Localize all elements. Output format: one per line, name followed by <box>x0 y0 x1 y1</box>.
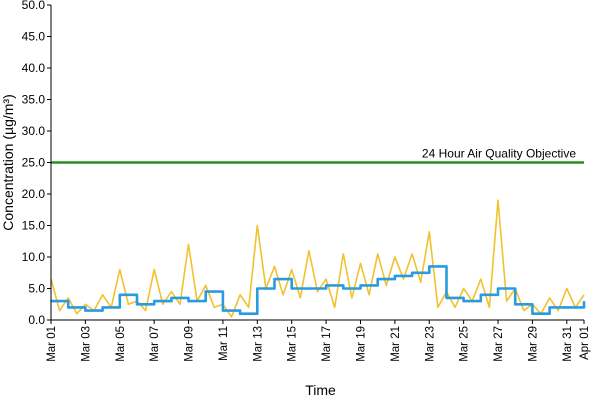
x-tick-label: Mar 23 <box>424 326 436 362</box>
axes: 0.0 5.0 10.0 15.0 20.0 25.0 30.0 35.0 40.0 45.0 50… <box>22 0 591 362</box>
y-ticks: 0.0 5.0 10.0 15.0 20.0 25.0 30.0 35.0 40.0 45.0 50… <box>22 0 51 327</box>
y-tick-label: 35.0 <box>22 93 46 107</box>
objective-label: 24 Hour Air Quality Objective <box>422 147 576 161</box>
x-tick-label: Mar 01 <box>46 326 58 362</box>
y-tick-label: 5.0 <box>28 282 45 296</box>
x-tick-label: Mar 27 <box>493 326 505 362</box>
x-tick-label: Mar 11 <box>218 326 230 361</box>
y-tick-label: 30.0 <box>22 124 46 138</box>
x-tick-label: Mar 19 <box>355 326 367 362</box>
x-tick-label: Mar 13 <box>252 326 264 362</box>
series-line-mean <box>51 265 586 315</box>
x-tick-label: Mar 15 <box>287 326 299 362</box>
x-tick-label: Mar 25 <box>459 326 471 362</box>
x-tick-label: Mar 07 <box>149 326 161 362</box>
x-ticks: Mar 01 Mar 03 Mar 05 Mar 07 Mar 09 Mar 11 Mar … <box>46 320 591 362</box>
x-tick-label: Mar 03 <box>80 326 92 362</box>
y-tick-label: 50.0 <box>22 0 46 12</box>
y-tick-label: 40.0 <box>22 61 46 75</box>
series-layer <box>50 199 586 318</box>
x-tick-label: Mar 29 <box>527 326 539 362</box>
y-tick-label: 25.0 <box>22 156 46 170</box>
objective-layer: 24 Hour Air Quality Objective <box>51 147 584 164</box>
x-tick-label: Mar 05 <box>115 326 127 362</box>
y-tick-label: 20.0 <box>22 187 46 201</box>
x-axis-title: Time <box>305 382 336 398</box>
x-tick-label: Apr 01 <box>579 326 591 360</box>
x-tick-label: Mar 09 <box>184 326 196 362</box>
y-tick-label: 45.0 <box>22 30 46 44</box>
x-tick-label: Mar 31 <box>562 326 574 362</box>
y-tick-label: 10.0 <box>22 250 46 264</box>
y-axis-title: Concentration (µg/m³) <box>0 94 16 230</box>
y-tick-label: 0.0 <box>28 313 45 327</box>
series-line-hourly <box>50 199 585 318</box>
y-tick-label: 15.0 <box>22 219 46 233</box>
x-tick-label: Mar 17 <box>321 326 333 362</box>
x-tick-label: Mar 21 <box>390 326 402 362</box>
